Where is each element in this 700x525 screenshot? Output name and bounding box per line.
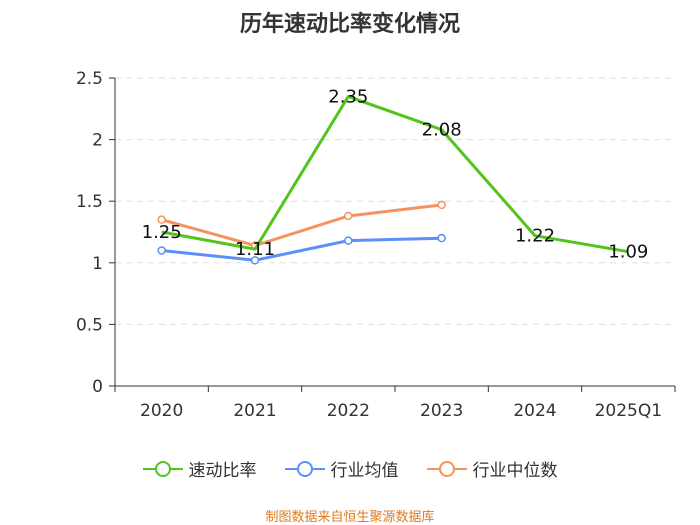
data-label-0: 1.25 [142,222,182,243]
data-label-3: 2.08 [422,120,462,141]
legend-swatch-industry-median [426,460,467,477]
series-1-point-1[interactable] [250,256,260,265]
x-tick-label-2: 2022 [327,401,370,421]
x-tick-label-0: 2020 [140,401,183,421]
series-line-1 [161,236,442,262]
data-label-5: 1.09 [608,242,648,263]
series-line-2 [161,203,442,248]
x-tick-label-4: 2024 [513,401,556,421]
y-tick-label-3: 1.5 [76,192,103,212]
series-2-point-2[interactable] [344,211,353,221]
y-tick-label-2: 1 [92,254,103,274]
series-1-point-3[interactable] [437,233,446,243]
series-1-point-2[interactable] [344,236,353,245]
legend-label-quick-ratio: 速动比率 [188,461,257,481]
y-tick-label-5: 2.5 [76,69,103,89]
data-label-4: 1.22 [515,226,555,247]
series-line-0 [161,95,629,254]
legend-label-industry-median: 行业中位数 [472,461,558,481]
data-label-1: 1.11 [235,239,275,260]
legend-item-quick-ratio[interactable]: 速动比率 [142,456,257,481]
y-tick-label-1: 0.5 [76,315,103,335]
legend-swatch-industry-mean [284,460,325,477]
legend-item-industry-mean[interactable]: 行业均值 [284,456,399,481]
x-tick-label-3: 2023 [420,401,463,421]
legend-item-industry-median[interactable]: 行业中位数 [426,456,558,481]
data-label-2: 2.35 [328,86,368,107]
source-note: 制图数据来自恒生聚源数据库 [265,510,435,525]
x-tick-label-1: 2021 [233,401,276,421]
series-2-point-3[interactable] [437,200,446,210]
x-tick-label-5: 2025Q1 [595,401,662,421]
legend-swatch-quick-ratio [142,460,183,477]
y-tick-label-4: 2 [92,131,103,151]
legend-label-industry-mean: 行业均值 [330,461,399,481]
series-2-point-0[interactable] [157,215,166,224]
series-1-point-0[interactable] [157,246,166,255]
y-tick-label-0: 0 [92,377,103,397]
chart-title: 历年速动比率变化情况 [239,12,460,37]
legend: 速动比率 行业均值 行业中位数 [0,456,700,481]
